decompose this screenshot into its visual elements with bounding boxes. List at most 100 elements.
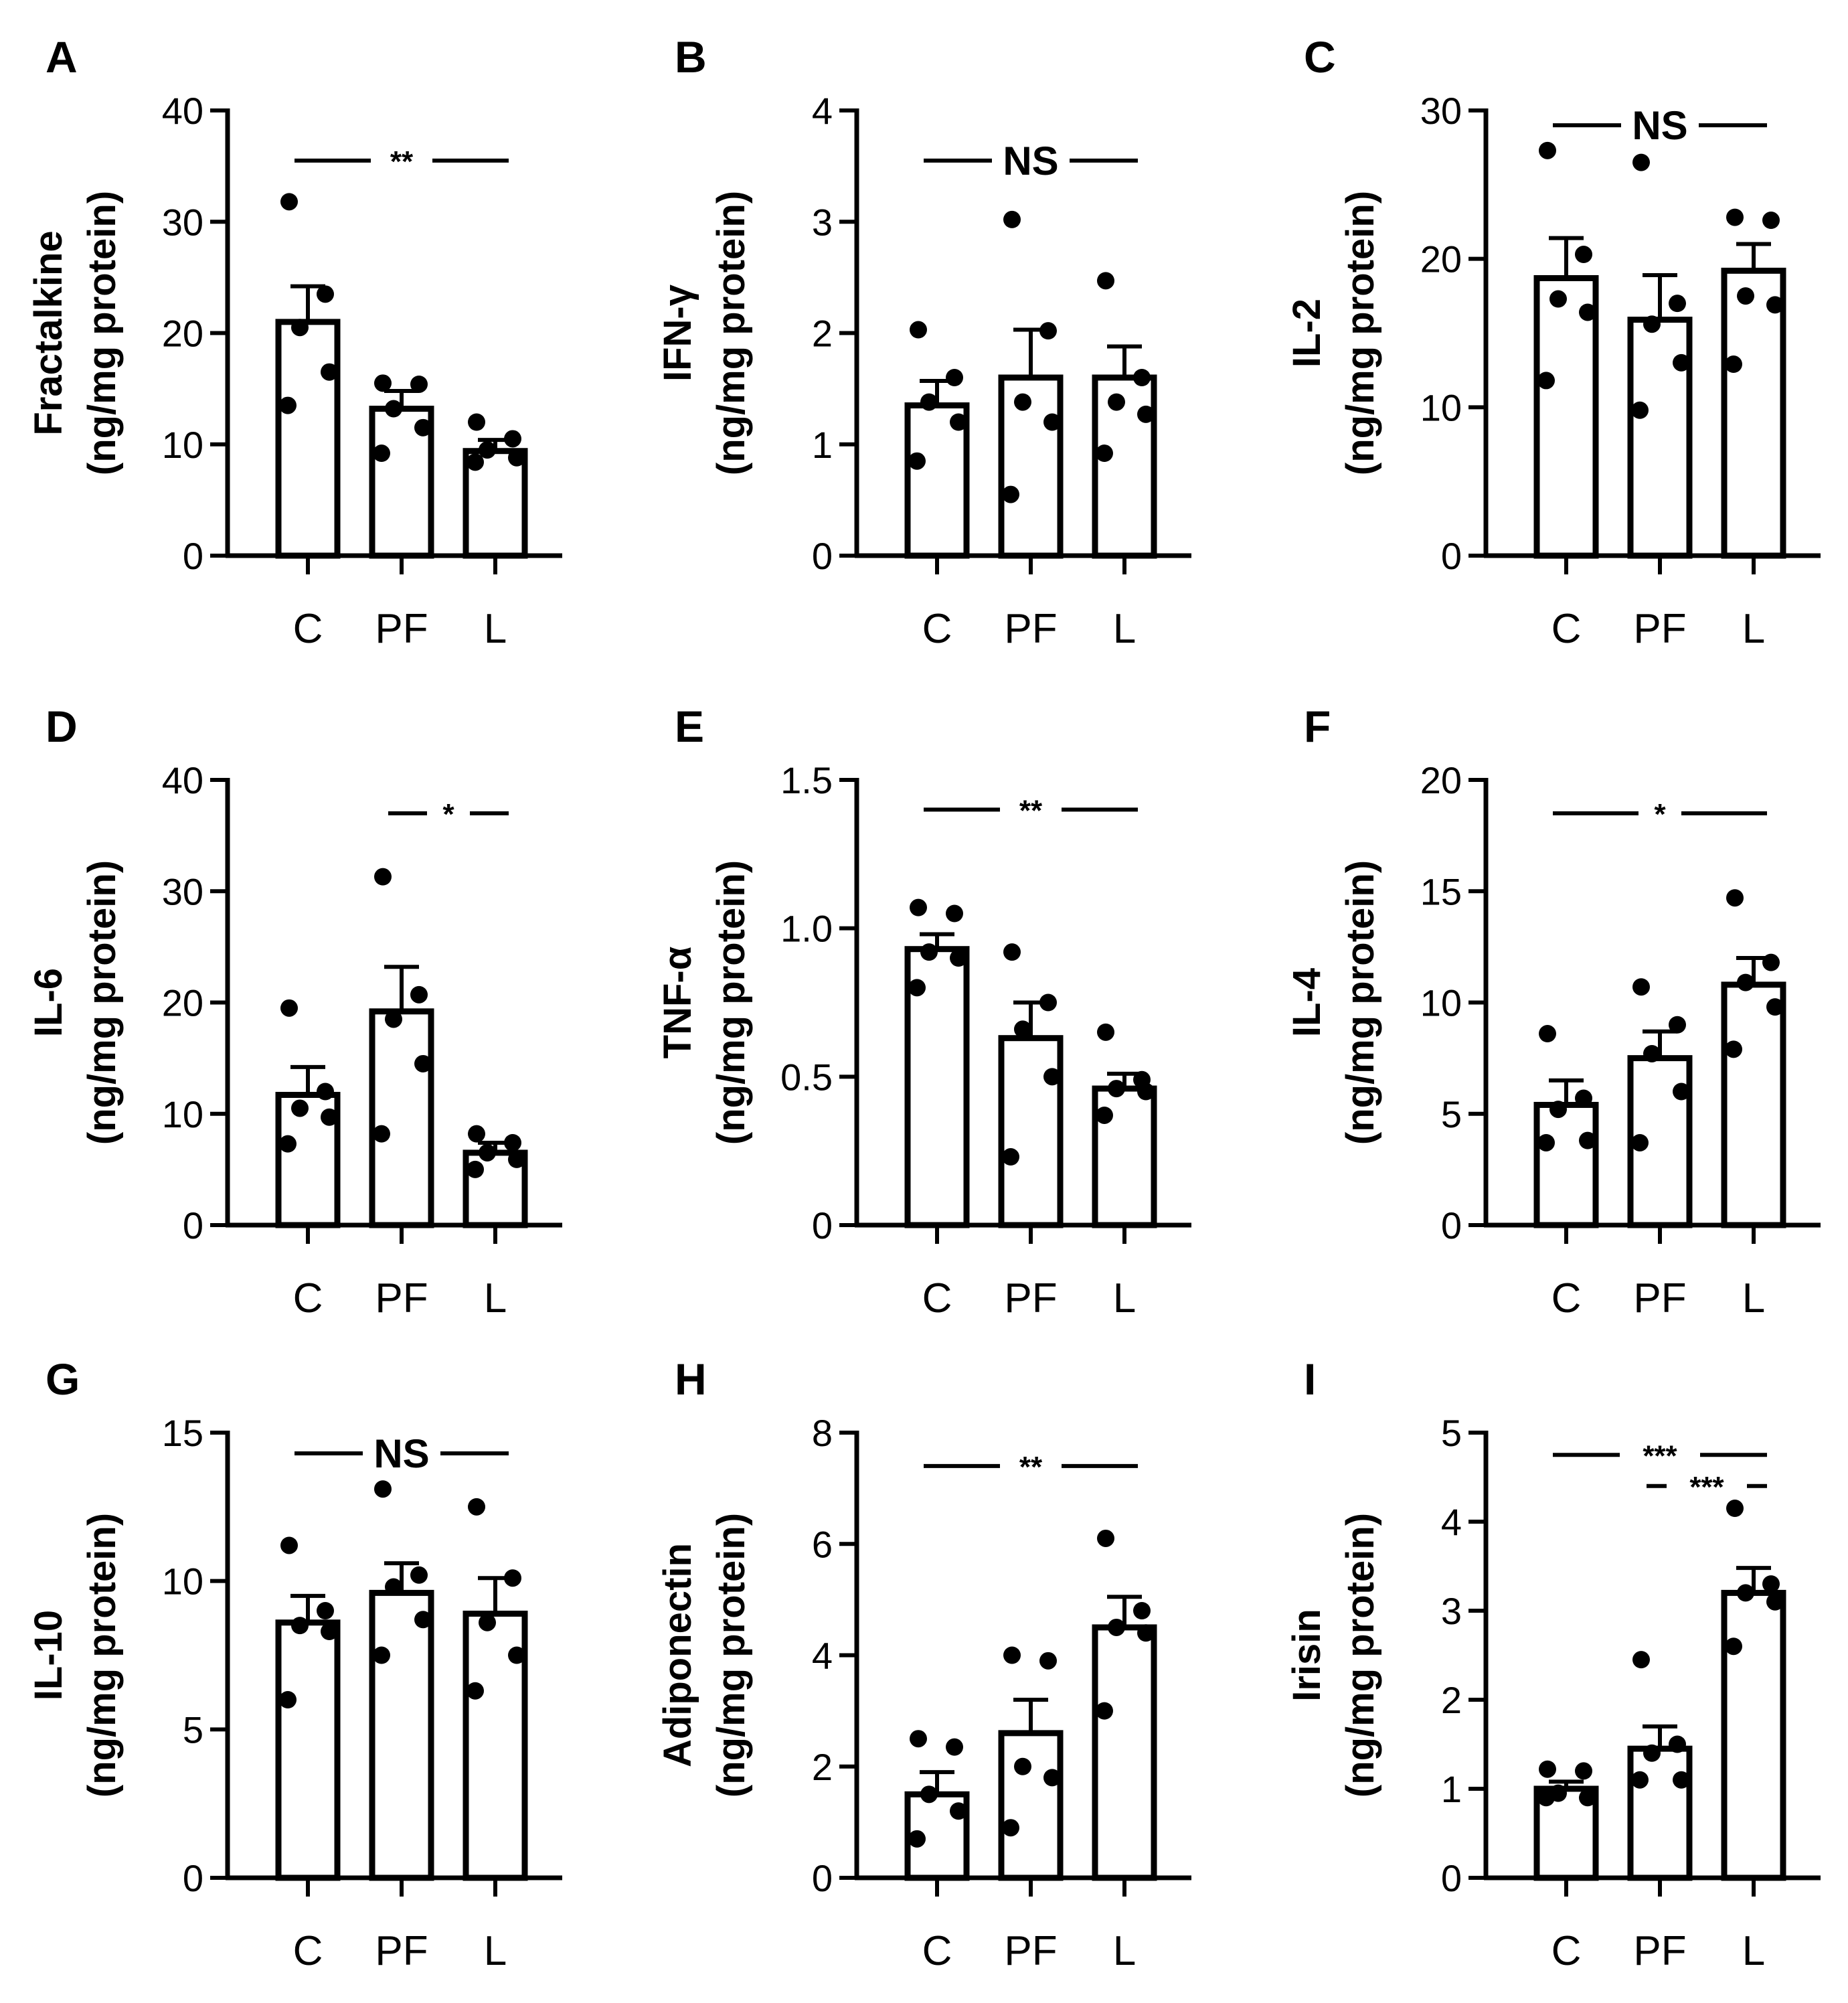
x-category-label: L (1113, 1928, 1136, 1974)
y-tick-label: 0.5 (780, 1056, 833, 1098)
data-point (374, 868, 392, 886)
x-category-label: C (922, 1928, 952, 1974)
data-point (279, 396, 297, 414)
data-point (1108, 1080, 1125, 1098)
y-tick-label: 40 (162, 90, 203, 132)
y-axis-unit-label: (ng/mg protein) (80, 1513, 124, 1797)
y-tick-label: 20 (1420, 759, 1462, 801)
x-category-label: L (484, 606, 507, 652)
data-point (279, 1691, 297, 1708)
x-category-label: L (1742, 1275, 1765, 1321)
significance-label: NS (1632, 103, 1687, 148)
panel-letter: A (46, 32, 78, 82)
data-point (508, 1646, 525, 1664)
panel-letter: G (46, 1354, 80, 1404)
panel-letter: B (675, 32, 707, 82)
data-point (1631, 1133, 1649, 1151)
data-point (908, 452, 926, 470)
x-category-label: C (293, 606, 323, 652)
data-point (373, 1125, 390, 1143)
data-point (1039, 322, 1057, 340)
y-axis-unit-label: (ng/mg protein) (709, 1513, 753, 1797)
bar-c (1533, 1101, 1599, 1228)
y-axis-unit-label: (ng/mg protein) (80, 191, 124, 475)
y-tick-label: 30 (162, 201, 203, 243)
x-category-label: C (1551, 606, 1582, 652)
panel-f: F IL-4 (ng/mg protein) 0 5 10 15 20 C PF L * (1285, 702, 1821, 1321)
bar-pf (369, 406, 434, 559)
y-tick-label: 20 (162, 982, 203, 1024)
data-point (946, 904, 963, 923)
panel-i: I Irisin (ng/mg protein) 0 1 2 3 4 5 C PF L *** *** (1285, 1354, 1821, 1974)
y-tick-label: 2 (1441, 1679, 1462, 1721)
data-point (1097, 272, 1114, 290)
data-point (1108, 1618, 1125, 1636)
data-point (1726, 1500, 1744, 1518)
data-point (1673, 1771, 1690, 1789)
data-point (468, 1125, 485, 1143)
data-point (1537, 372, 1555, 390)
data-point (1096, 1702, 1113, 1720)
y-tick-label: 0 (1441, 1857, 1462, 1899)
data-point (280, 999, 298, 1017)
data-point (1039, 1652, 1057, 1670)
data-point (1043, 1769, 1061, 1787)
data-point (385, 1010, 402, 1028)
data-point (1673, 1083, 1690, 1101)
bar-pf (998, 1730, 1064, 1881)
bar-l (1721, 1589, 1786, 1881)
y-axis-label: IFN-γ (656, 284, 699, 382)
data-point (1579, 1131, 1596, 1149)
y-tick-label: 3 (812, 201, 833, 243)
data-point (317, 1083, 334, 1101)
y-tick-label: 0 (812, 535, 833, 577)
data-point (1669, 295, 1686, 313)
data-point (1549, 290, 1567, 308)
data-point (1039, 993, 1057, 1012)
data-point (1133, 369, 1151, 386)
data-point (1669, 1016, 1686, 1034)
data-point (1014, 393, 1031, 411)
y-tick-label: 10 (162, 424, 203, 466)
bar-l (1092, 1624, 1157, 1881)
significance-label: ** (390, 145, 414, 178)
y-tick-label: 20 (162, 313, 203, 355)
data-point (467, 453, 484, 471)
x-category-label: C (293, 1275, 323, 1321)
data-point (1766, 998, 1784, 1016)
data-point (1643, 315, 1661, 333)
panel-letter: E (675, 702, 704, 751)
panel-g: G IL-10 (ng/mg protein) 0 5 10 15 C PF L NS (27, 1354, 562, 1974)
panel-letter: I (1304, 1354, 1316, 1404)
panel-h: H Adiponectin (ng/mg protein) 0 2 4 6 8 C PF L ** (656, 1354, 1191, 1974)
panel-e: E TNF-α (ng/mg protein) 0 0.5 1.0 1.5 C PF L ** (656, 702, 1191, 1321)
panel-c: C IL-2 (ng/mg protein) 0 10 20 30 C PF L NS (1285, 32, 1821, 652)
x-category-label: L (484, 1928, 507, 1974)
bar-pf (1627, 1745, 1693, 1881)
data-point (414, 1611, 432, 1629)
data-point (1002, 485, 1019, 503)
data-point (321, 1623, 338, 1641)
y-tick-label: 5 (1441, 1093, 1462, 1135)
x-category-label: C (293, 1928, 323, 1974)
data-point (1766, 1593, 1784, 1611)
data-point (1632, 978, 1650, 996)
data-point (908, 979, 926, 997)
x-category-label: PF (1004, 606, 1057, 652)
data-point (1762, 212, 1780, 230)
data-point (1643, 1744, 1661, 1762)
data-point (946, 1738, 963, 1756)
data-point (910, 1730, 927, 1748)
data-point (1579, 303, 1596, 321)
data-point (1097, 1023, 1114, 1041)
y-tick-label: 0 (812, 1204, 833, 1247)
data-point (910, 321, 927, 339)
x-category-label: C (922, 606, 952, 652)
data-point (317, 285, 334, 303)
x-category-label: PF (375, 1275, 428, 1321)
significance-label: ** (1019, 1451, 1043, 1484)
x-category-label: L (1113, 1275, 1136, 1321)
data-point (1737, 287, 1754, 305)
data-point (1726, 889, 1744, 907)
